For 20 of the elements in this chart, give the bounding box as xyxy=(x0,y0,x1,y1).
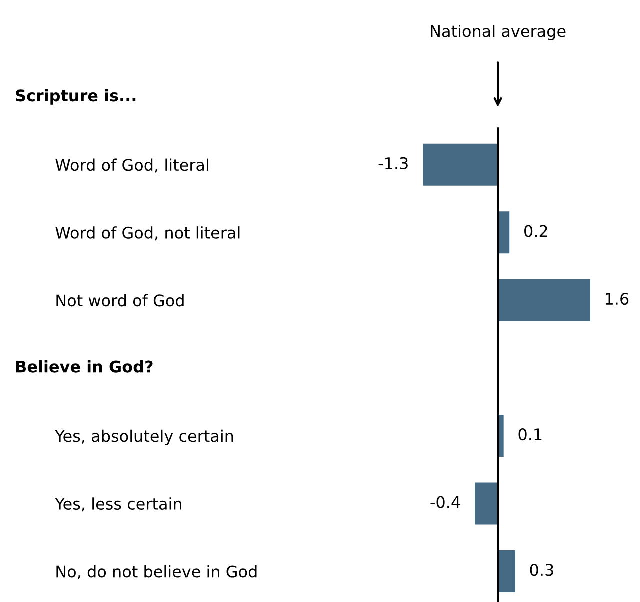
bar xyxy=(423,144,498,186)
data-label: 1.6 xyxy=(606,292,629,306)
data-label: 0.3 xyxy=(530,564,554,576)
y-tick-label: Yes, absolutely certain xyxy=(55,430,234,446)
data-label: 0.2 xyxy=(524,225,548,238)
text: Scripture is... xyxy=(16,89,136,105)
y-tick-label: Word of God, not literal xyxy=(56,226,240,241)
bar xyxy=(474,482,498,525)
y-tick-label: No, do not believe in God xyxy=(56,565,257,580)
text: Believe in God? xyxy=(16,360,153,373)
data-label: -0.4 xyxy=(430,496,460,508)
y-tick-label: Yes, less certain xyxy=(55,498,182,512)
ref-line-label: National average xyxy=(431,24,566,40)
bar xyxy=(498,212,510,254)
bar xyxy=(498,279,590,322)
y-tick-label: Not word of God xyxy=(56,294,184,307)
bar xyxy=(498,550,516,593)
y-tick-label: Word of God, literal xyxy=(56,158,208,173)
data-label: 0.1 xyxy=(518,428,542,441)
data-label: -1.3 xyxy=(378,157,408,170)
